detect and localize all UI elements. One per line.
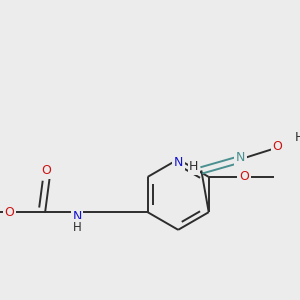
Text: O: O [4,206,14,219]
Text: N: N [173,156,183,169]
Text: O: O [272,140,282,153]
Text: H: H [73,220,82,233]
Text: O: O [42,164,51,177]
Text: H: H [189,160,199,173]
Text: H: H [295,130,300,143]
Text: N: N [236,151,245,164]
Text: N: N [72,210,82,223]
Text: O: O [239,170,249,183]
